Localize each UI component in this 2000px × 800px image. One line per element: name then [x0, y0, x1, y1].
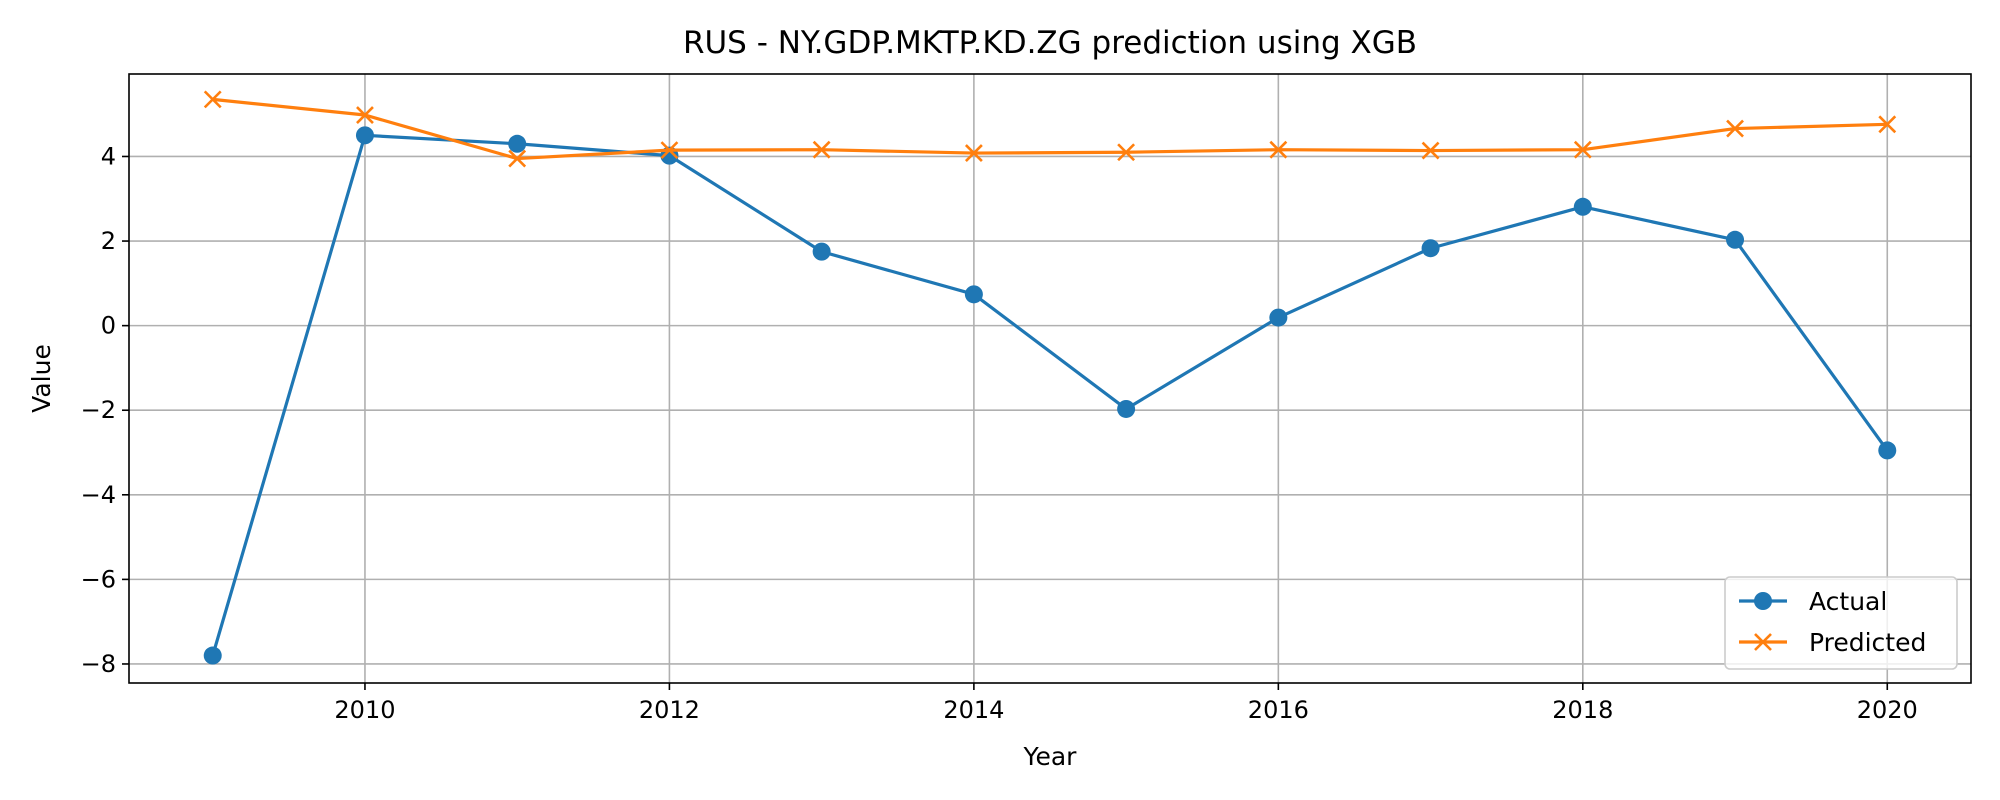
- data-point-actual: [812, 242, 831, 261]
- x-tick-label: 2020: [1857, 696, 1918, 724]
- x-marker-stroke: [1573, 140, 1592, 159]
- legend: Actual Predicted: [1724, 576, 1958, 670]
- x-marker-stroke: [203, 90, 222, 109]
- x-tick-label: 2016: [1248, 696, 1309, 724]
- y-tick-label: 4: [101, 142, 116, 170]
- x-tick-label: 2010: [334, 696, 395, 724]
- data-point-predicted: [508, 149, 527, 168]
- legend-label: Actual: [1809, 587, 1887, 616]
- data-point-predicted: [964, 144, 983, 163]
- series-actual: [203, 126, 1897, 665]
- x-tick-label: 2018: [1552, 696, 1613, 724]
- data-point-actual: [964, 285, 983, 304]
- x-marker-stroke: [812, 140, 831, 159]
- data-point-actual: [203, 646, 222, 665]
- data-point-predicted: [1117, 143, 1136, 162]
- legend-item-actual: Actual: [1739, 587, 1887, 616]
- y-tick-label: −2: [81, 396, 116, 424]
- grid-lines: [129, 74, 1971, 683]
- legend-marker: [1754, 592, 1772, 610]
- x-tick-label: 2012: [639, 696, 700, 724]
- x-marker-stroke: [1421, 141, 1440, 160]
- plot-frame: [128, 73, 1972, 684]
- x-marker-stroke: [1269, 140, 1288, 159]
- x-marker-stroke: [660, 141, 679, 160]
- x-marker-stroke: [964, 144, 983, 163]
- x-marker-stroke: [508, 149, 527, 168]
- data-point-predicted: [1421, 141, 1440, 160]
- y-tick-label: −4: [81, 481, 116, 509]
- x-marker-stroke: [1117, 143, 1136, 162]
- data-point-predicted: [1726, 119, 1744, 138]
- data-point-predicted: [1269, 140, 1288, 159]
- data-point-actual: [355, 126, 374, 145]
- data-point-predicted: [660, 141, 679, 160]
- data-point-predicted: [1878, 115, 1897, 134]
- series-layer: [203, 90, 1897, 665]
- data-point-actual: [1269, 308, 1288, 327]
- series-predicted: [203, 90, 1897, 168]
- data-point-actual: [1421, 239, 1440, 258]
- y-axis-ticks: −8 −6 −4 −2 0 2 4: [81, 142, 129, 678]
- y-tick-label: 2: [101, 227, 116, 255]
- x-marker-stroke: [1726, 119, 1744, 138]
- y-tick-label: −6: [81, 565, 116, 593]
- series-line-actual: [211, 133, 1889, 656]
- x-marker-stroke: [1878, 115, 1897, 134]
- data-point-actual: [1573, 197, 1592, 216]
- legend-marker: [1754, 633, 1772, 651]
- data-point-predicted: [356, 106, 374, 124]
- data-point-actual: [1878, 441, 1897, 460]
- x-tick-label: 2014: [943, 696, 1004, 724]
- y-tick-label: −8: [81, 650, 116, 678]
- legend-item-predicted: Predicted: [1739, 628, 1926, 657]
- data-point-predicted: [812, 140, 831, 159]
- y-tick-label: 0: [101, 312, 116, 340]
- x-axis-label: Year: [1023, 742, 1078, 771]
- data-point-predicted: [1573, 140, 1592, 159]
- data-point-predicted: [203, 90, 222, 109]
- x-axis-ticks: 2010 2012 2014 2016 2018 2020: [334, 683, 1918, 724]
- series-line-predicted: [212, 97, 1888, 161]
- x-marker-stroke: [356, 106, 374, 124]
- data-point-actual: [1726, 230, 1745, 249]
- legend-label: Predicted: [1809, 628, 1926, 657]
- data-point-actual: [1117, 399, 1136, 418]
- data-point-actual: [508, 134, 527, 153]
- chart-title: RUS - NY.GDP.MKTP.KD.ZG prediction using…: [683, 25, 1417, 61]
- y-axis-label: Value: [27, 344, 56, 413]
